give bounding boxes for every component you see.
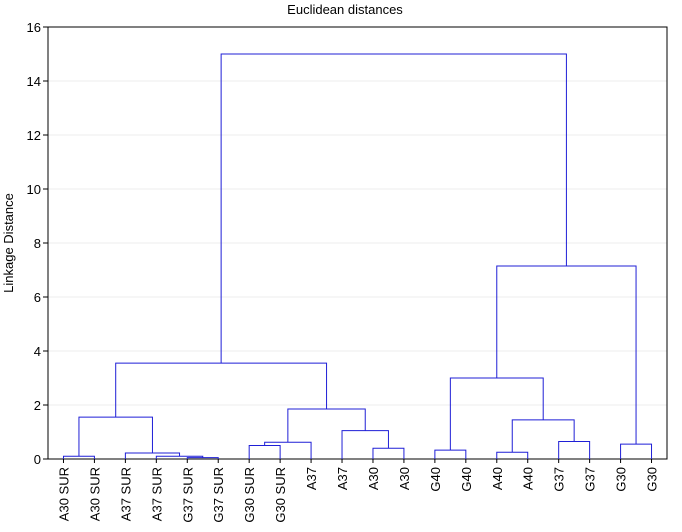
leaf-label: A37	[335, 467, 350, 490]
dendrogram-link	[620, 443, 653, 459]
dendrogram-link	[558, 440, 591, 459]
leaf-label: A40	[521, 467, 536, 490]
leaf-label: A37 SUR	[149, 467, 164, 521]
y-tick-label: 0	[34, 452, 41, 467]
y-tick-label: 4	[34, 344, 41, 359]
leaf-label: G40	[428, 467, 443, 492]
dendrogram-link	[220, 53, 567, 364]
y-tick-label: 10	[27, 182, 41, 197]
y-axis-label: Linkage Distance	[1, 193, 16, 293]
dendrogram-link	[341, 430, 389, 459]
dendrogram-link	[372, 447, 405, 459]
y-tick-label: 6	[34, 290, 41, 305]
leaf-label: G30 SUR	[242, 467, 257, 523]
dendrogram-link	[449, 377, 544, 451]
chart-title: Euclidean distances	[287, 2, 403, 17]
dendrogram-links	[62, 53, 653, 459]
y-tick-label: 14	[27, 74, 41, 89]
leaf-label: A37	[304, 467, 319, 490]
dendrogram-link	[248, 445, 281, 459]
y-axis-ticks: 0 2 4 6 8 10 12 14 16	[27, 20, 48, 467]
dendrogram-link	[287, 408, 366, 443]
leaf-label: G30	[645, 467, 660, 492]
dendrogram-link	[511, 419, 575, 453]
leaf-label: A40	[490, 467, 505, 490]
leaf-label: G37 SUR	[180, 467, 195, 523]
dendrogram-link	[264, 441, 312, 459]
leaf-label: A30	[366, 467, 381, 490]
leaf-label: A30 SUR	[87, 467, 102, 521]
grid-layer	[48, 80, 667, 406]
leaf-label: G37	[583, 467, 598, 492]
dendrogram-link	[496, 265, 637, 445]
leaf-label: G30 SUR	[273, 467, 288, 523]
y-tick-label: 8	[34, 236, 41, 251]
y-tick-label: 16	[27, 20, 41, 35]
leaf-label: G37 SUR	[211, 467, 226, 523]
dendrogram-link	[434, 449, 467, 459]
leaf-label: A30 SUR	[56, 467, 71, 521]
leaf-label: A37 SUR	[118, 467, 133, 521]
leaf-label: G40	[459, 467, 474, 492]
leaf-label: G37	[552, 467, 567, 492]
leaf-label: A30	[397, 467, 412, 490]
dendrogram-link	[78, 416, 153, 457]
y-tick-label: 12	[27, 128, 41, 143]
dendrogram-link	[496, 451, 529, 459]
leaf-label: G30	[614, 467, 629, 492]
y-tick-label: 2	[34, 398, 41, 413]
leaf-labels: A30 SUR A30 SUR A37 SUR A37 SUR G37 SUR G37 S…	[56, 459, 660, 523]
